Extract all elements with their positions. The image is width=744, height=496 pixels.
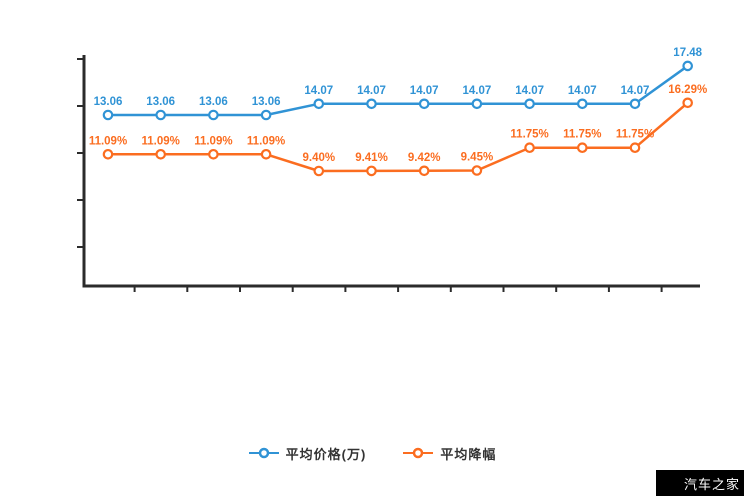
data-point-0-10[interactable] — [629, 98, 641, 110]
data-label-0-7: 14.07 — [463, 85, 492, 97]
data-label-1-1: 11.09% — [142, 135, 180, 147]
data-point-1-2[interactable] — [208, 148, 219, 160]
data-label-0-9: 14.07 — [568, 85, 597, 97]
data-label-0-3: 13.06 — [252, 96, 281, 108]
data-point-1-11[interactable] — [682, 97, 693, 109]
data-label-1-11: 16.29% — [668, 84, 707, 96]
data-label-1-6: 9.42% — [408, 152, 441, 164]
data-point-0-3[interactable] — [260, 109, 272, 121]
data-point-1-1[interactable] — [155, 148, 166, 160]
data-point-1-5[interactable] — [366, 165, 377, 177]
data-label-0-11: 17.48 — [673, 47, 702, 59]
data-label-0-2: 13.06 — [199, 96, 228, 108]
legend-label-avg-price: 平均价格(万) — [285, 446, 367, 462]
line-marker-icon — [403, 447, 434, 459]
data-label-1-9: 11.75% — [563, 129, 601, 141]
data-label-0-0: 13.06 — [94, 96, 123, 108]
data-label-0-8: 14.07 — [515, 85, 544, 97]
data-point-1-6[interactable] — [418, 165, 430, 177]
legend-label-avg-discount: 平均降幅 — [440, 446, 497, 462]
line-marker-icon — [248, 447, 279, 459]
data-point-0-5[interactable] — [366, 98, 377, 110]
watermark-text: 汽车之家 — [683, 476, 740, 492]
data-point-0-1[interactable] — [155, 109, 166, 121]
data-label-0-6: 14.07 — [410, 85, 439, 97]
series-line-0 — [106, 64, 689, 117]
legend-item-avg-discount[interactable]: 平均降幅 — [402, 444, 496, 463]
data-label-1-7: 9.45% — [461, 152, 494, 164]
data-point-1-8[interactable] — [524, 142, 535, 154]
data-label-1-8: 11.75% — [510, 129, 548, 141]
legend-item-avg-price[interactable]: 平均价格(万) — [248, 444, 367, 463]
autohome-watermark: 汽车之家 — [656, 470, 744, 496]
data-point-1-9[interactable] — [576, 142, 588, 154]
data-point-0-8[interactable] — [524, 98, 535, 110]
data-label-0-1: 13.06 — [146, 96, 175, 108]
data-point-0-6[interactable] — [418, 98, 430, 110]
data-label-1-4: 9.40% — [302, 152, 335, 164]
data-point-1-7[interactable] — [471, 165, 483, 176]
data-label-1-10: 11.75% — [616, 129, 654, 141]
data-point-0-9[interactable] — [576, 98, 588, 110]
data-point-1-3[interactable] — [260, 148, 272, 160]
data-label-1-5: 9.41% — [355, 152, 388, 164]
data-label-0-5: 14.07 — [357, 85, 386, 97]
data-point-0-4[interactable] — [313, 98, 325, 110]
data-point-1-0[interactable] — [102, 148, 114, 160]
price-trend-chart: 13.06 13.06 13.06 13.06 14.07 14.07 14.07 14.07… — [77, 47, 707, 292]
chart-legend: 平均价格(万) 平均降幅 — [0, 440, 744, 466]
data-point-1-4[interactable] — [313, 165, 325, 177]
data-point-0-2[interactable] — [208, 109, 219, 121]
data-label-1-0: 11.09% — [89, 135, 127, 147]
data-point-0-7[interactable] — [471, 98, 483, 110]
series-line-1 — [106, 101, 689, 173]
data-label-0-4: 14.07 — [304, 85, 333, 97]
data-point-0-0[interactable] — [102, 109, 114, 121]
data-point-0-11[interactable] — [682, 60, 693, 72]
data-label-1-2: 11.09% — [194, 135, 232, 147]
data-point-1-10[interactable] — [629, 142, 641, 154]
data-label-1-3: 11.09% — [247, 135, 285, 147]
data-label-0-10: 14.07 — [621, 85, 650, 97]
